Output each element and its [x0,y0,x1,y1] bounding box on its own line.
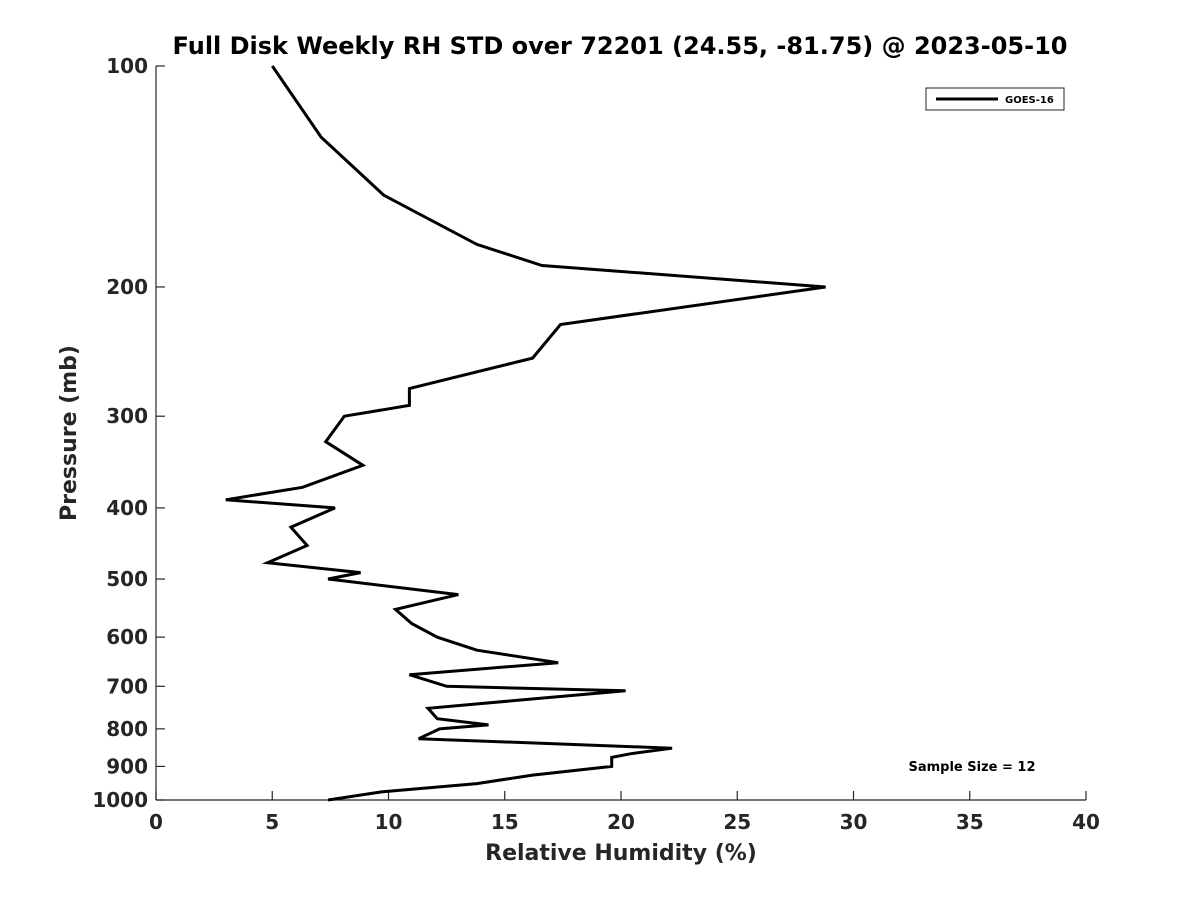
sample-size-annotation: Sample Size = 12 [908,760,1035,775]
x-tick-label: 25 [723,810,751,834]
x-tick-label: 0 [149,810,163,834]
y-tick-label: 900 [106,754,148,778]
y-tick-label: 600 [106,625,148,649]
y-tick-label: 800 [106,717,148,741]
legend: GOES-16 [925,87,1065,111]
x-tick-label: 10 [375,810,403,834]
x-tick-label: 35 [956,810,984,834]
y-tick-label: 400 [106,496,148,520]
y-axis-label: Pressure (mb) [57,345,82,521]
chart-title: Full Disk Weekly RH STD over 72201 (24.5… [173,32,1068,60]
legend-label: GOES-16 [1005,95,1054,106]
y-tick-label: 500 [106,567,148,591]
x-axis-ticks: 0 5 10 15 20 25 30 35 40 [149,791,1100,834]
x-tick-label: 5 [265,810,279,834]
series-group [225,65,826,802]
x-axis-label: Relative Humidity (%) [485,841,757,866]
series-line-goes-16 [225,65,826,802]
y-tick-label: 700 [106,674,148,698]
y-tick-label: 100 [106,54,148,78]
x-tick-label: 40 [1072,810,1100,834]
y-tick-label: 300 [106,404,148,428]
x-tick-label: 15 [491,810,519,834]
y-tick-label: 200 [106,275,148,299]
x-tick-label: 30 [840,810,868,834]
x-tick-label: 20 [607,810,635,834]
y-tick-label: 1000 [92,788,148,812]
y-axis-ticks: 100 200 300 400 500 600 700 800 900 1000 [92,54,165,812]
